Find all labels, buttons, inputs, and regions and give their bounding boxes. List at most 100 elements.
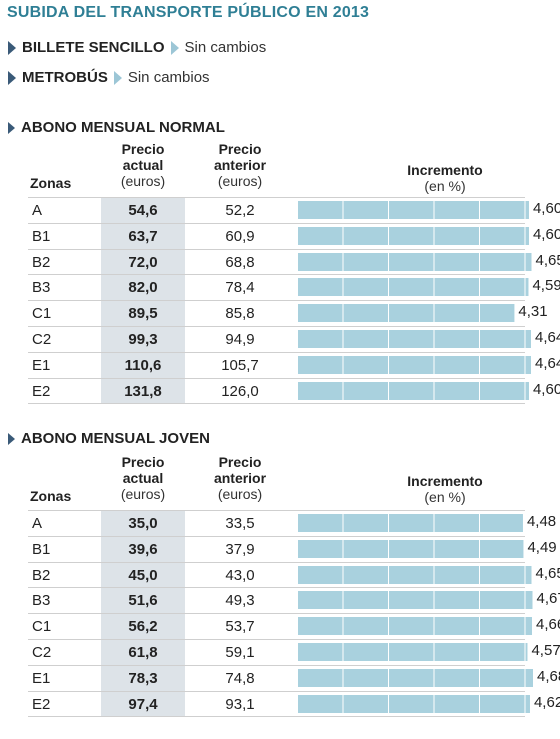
precio-anterior-value: 94,9 xyxy=(225,331,255,348)
increment-bar xyxy=(298,617,532,636)
precio-actual-value: 39,6 xyxy=(128,540,158,558)
incremento-value: 4,60 xyxy=(532,225,560,243)
zone-label: B3 xyxy=(32,592,51,610)
section-title: ABONO MENSUAL NORMAL xyxy=(8,119,225,136)
increment-bar xyxy=(298,514,523,532)
section-abono-joven: ABONO MENSUAL JOVEN Zonas Precio actual (e… xyxy=(0,430,560,730)
table-row: B1 63,7 60,9 4,60 xyxy=(28,222,560,249)
bar-container xyxy=(298,694,530,713)
zone-label: B1 xyxy=(32,540,51,558)
increment-bar xyxy=(298,591,533,610)
table-row: B2 45,0 43,0 4,65 xyxy=(28,561,560,588)
increment-bar xyxy=(298,565,532,584)
increment-bar xyxy=(298,201,529,219)
precio-actual-value: 51,6 xyxy=(128,592,158,610)
table-row: B3 82,0 78,4 4,59 xyxy=(28,274,560,300)
table-row: E2 97,4 93,1 4,62 xyxy=(28,690,560,717)
section-abono-normal: ABONO MENSUAL NORMAL Zonas Precio actual(… xyxy=(0,119,560,409)
zone-label: C1 xyxy=(32,618,52,636)
zone-label: B2 xyxy=(32,253,51,271)
bar-container xyxy=(298,252,532,271)
incremento-value: 4,68 xyxy=(536,667,560,685)
incremento-value: 4,48 xyxy=(526,513,557,530)
arrow-right-icon xyxy=(113,70,122,85)
precio-anterior-value: 53,7 xyxy=(225,618,255,636)
incremento-value: 4,31 xyxy=(518,303,548,321)
zone-label: C2 xyxy=(32,331,52,348)
bar-container xyxy=(298,591,533,610)
increment-bar xyxy=(298,278,529,297)
incremento-value: 4,49 xyxy=(527,538,557,556)
zone-label: E2 xyxy=(32,382,51,400)
precio-anterior-value: 105,7 xyxy=(221,356,259,374)
precio-anterior-value: 74,8 xyxy=(225,669,255,687)
zone-label: B2 xyxy=(32,566,51,584)
zone-label: E2 xyxy=(32,695,51,713)
precio-actual-value: 110,6 xyxy=(124,356,162,374)
bar-container xyxy=(298,278,529,297)
incremento-value: 4,59 xyxy=(532,277,560,295)
incremento-value: 4,60 xyxy=(532,380,560,398)
header-incremento: Incremento (en %) xyxy=(407,162,483,194)
increment-bar xyxy=(298,226,529,245)
precio-anterior-value: 33,5 xyxy=(225,515,255,532)
zone-label: C1 xyxy=(32,305,52,323)
info-value: Sin cambios xyxy=(127,69,210,86)
increment-bar xyxy=(298,643,528,661)
precio-actual-value: 35,0 xyxy=(128,515,158,532)
bar-container xyxy=(298,201,529,219)
triangle-bullet-icon xyxy=(8,432,15,445)
table-row: E2 131,8 126,0 4,60 xyxy=(28,377,560,404)
triangle-bullet-icon xyxy=(8,70,16,85)
table-row: B3 51,6 49,3 4,67 xyxy=(28,587,560,613)
increment-bar xyxy=(298,330,531,348)
incremento-value: 4,64 xyxy=(534,354,560,372)
increment-bar xyxy=(298,694,530,713)
triangle-bullet-icon xyxy=(8,121,15,134)
precio-actual-value: 61,8 xyxy=(128,644,158,661)
incremento-value: 4,65 xyxy=(535,251,560,269)
zone-label: B1 xyxy=(32,227,51,245)
zone-label: B3 xyxy=(32,279,51,297)
page-title: SUBIDA DEL TRANSPORTE PÚBLICO EN 2013 xyxy=(7,4,370,21)
info-label: METROBÚS xyxy=(22,69,108,86)
precio-actual-value: 97,4 xyxy=(128,695,158,713)
info-billete-sencillo: BILLETE SENCILLO Sin cambios xyxy=(8,39,266,56)
precio-actual-value: 99,3 xyxy=(128,331,158,348)
increment-bar xyxy=(298,381,529,400)
table-row: C2 61,8 59,1 4,57 xyxy=(28,639,560,665)
info-value: Sin cambios xyxy=(184,39,267,56)
table-row: B2 72,0 68,8 4,65 xyxy=(28,248,560,275)
bar-container xyxy=(298,514,523,532)
table-bottom-border xyxy=(28,403,525,405)
precio-anterior-value: 126,0 xyxy=(221,382,259,400)
precio-actual-highlight xyxy=(101,510,185,716)
section-title-text: ABONO MENSUAL JOVEN xyxy=(21,430,210,447)
precio-anterior-value: 68,8 xyxy=(225,253,255,271)
increment-bar xyxy=(298,539,524,558)
bar-container xyxy=(298,304,515,323)
bar-container xyxy=(298,617,532,636)
incremento-value: 4,67 xyxy=(536,590,560,608)
incremento-value: 4,66 xyxy=(535,616,560,634)
info-label: BILLETE SENCILLO xyxy=(22,39,165,56)
section-title-text: ABONO MENSUAL NORMAL xyxy=(21,119,225,136)
table-row: A 54,6 52,2 4,60 xyxy=(28,197,560,223)
table-row: A 35,0 33,5 4,48 xyxy=(28,510,556,536)
bar-container xyxy=(298,381,529,400)
precio-actual-value: 45,0 xyxy=(128,566,158,584)
increment-bar xyxy=(298,668,533,687)
precio-anterior-value: 43,0 xyxy=(225,566,255,584)
incremento-value: 4,57 xyxy=(531,642,560,659)
header-precio-anterior: Precio anterior (euros) xyxy=(213,454,267,502)
zone-label: A xyxy=(32,515,43,532)
zone-label: E1 xyxy=(32,356,51,374)
precio-actual-value: 63,7 xyxy=(128,227,158,245)
bar-container xyxy=(298,539,524,558)
table-bottom-border xyxy=(28,716,525,718)
precio-actual-value: 72,0 xyxy=(128,253,158,271)
precio-anterior-value: 60,9 xyxy=(225,227,255,245)
table-row: C2 99,3 94,9 4,64 xyxy=(28,326,560,352)
precio-actual-value: 131,8 xyxy=(124,382,162,400)
table-row: E1 110,6 105,7 4,64 xyxy=(28,351,560,378)
